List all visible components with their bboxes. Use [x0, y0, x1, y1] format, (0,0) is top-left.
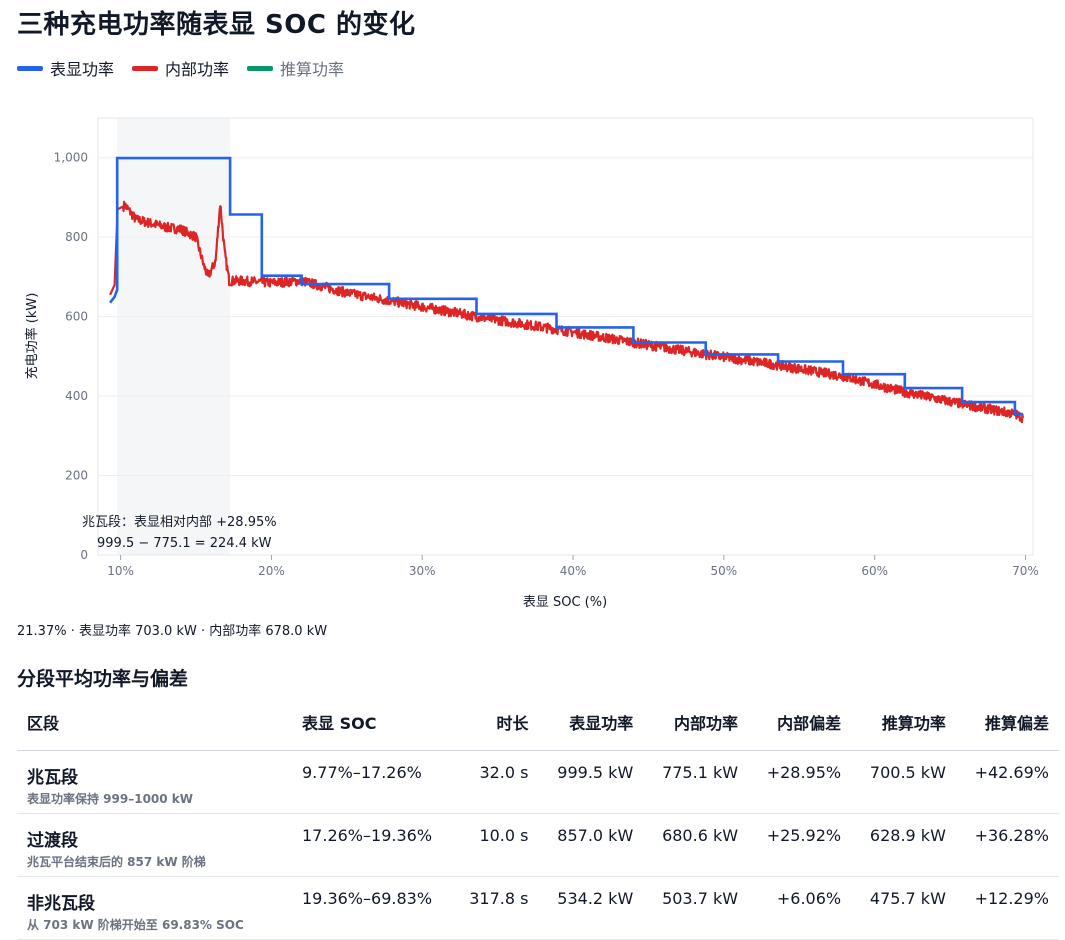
- y-tick-label: 200: [65, 469, 88, 483]
- duration-cell: 32.0 s: [452, 750, 539, 814]
- segment-desc: 从 703 kW 阶梯开始至 69.83% SOC: [27, 918, 244, 932]
- x-tick-label: 60%: [861, 564, 888, 578]
- table-row: 兆瓦段 表显功率保持 999–1000 kW 9.77%–17.26% 32.0…: [17, 750, 1059, 814]
- legend-swatch-internal: [132, 65, 159, 71]
- x-tick-label: 20%: [258, 564, 285, 578]
- soc-cell: 9.77%–17.26%: [292, 750, 452, 814]
- legend-item-estimated-power[interactable]: 推算功率: [247, 56, 344, 80]
- y-axis-label: 充电功率 (kW): [24, 293, 40, 380]
- internal-cell: 680.6 kW: [643, 813, 749, 877]
- displayed-cell: 534.2 kW: [538, 876, 644, 940]
- x-axis-label: 表显 SOC (%): [523, 595, 607, 610]
- internal-dev-cell: +25.92%: [748, 813, 852, 877]
- col-header-duration: 时长: [452, 700, 539, 751]
- estimated-dev-cell: +42.69%: [955, 750, 1059, 814]
- table-header-row: 区段 表显 SOC 时长 表显功率 内部功率 内部偏差 推算功率 推算偏差: [17, 700, 1059, 751]
- plot-frame: [97, 117, 1034, 556]
- x-axis: 10% 20% 30% 40% 50% 60% 70%: [107, 555, 1039, 578]
- annotation-line-2: 999.5 − 775.1 = 224.4 kW: [97, 536, 272, 551]
- segment-name: 非兆瓦段: [27, 894, 95, 914]
- segment-cell: 兆瓦段 表显功率保持 999–1000 kW: [17, 750, 292, 814]
- estimated-cell: 700.5 kW: [851, 750, 956, 814]
- displayed-cell: 999.5 kW: [538, 750, 644, 814]
- legend-item-internal-power[interactable]: 内部功率: [132, 56, 229, 80]
- internal-cell: 775.1 kW: [643, 750, 749, 814]
- hover-readout: 21.37% · 表显功率 703.0 kW · 内部功率 678.0 kW: [17, 624, 328, 639]
- chart-area[interactable]: 0 200 400 600 800 1,000 10% 20% 30% 40% 50% 60% 70%…: [0, 96, 1065, 616]
- table-row: 非兆瓦段 从 703 kW 阶梯开始至 69.83% SOC 19.36%–69…: [17, 876, 1059, 940]
- table-row: 过渡段 兆瓦平台结束后的 857 kW 阶梯 17.26%–19.36% 10.…: [17, 813, 1059, 877]
- annotation-line-1: 兆瓦段：表显相对内部 +28.95%: [82, 514, 277, 530]
- estimated-cell: 475.7 kW: [851, 876, 956, 940]
- series-line-displayed-power: [109, 156, 1023, 416]
- duration-cell: 10.0 s: [452, 813, 539, 877]
- col-header-internal-dev: 内部偏差: [748, 700, 852, 751]
- chart-title: 三种充电功率随表显 SOC 的变化: [17, 10, 416, 40]
- internal-dev-cell: +28.95%: [748, 750, 852, 814]
- soc-cell: 17.26%–19.36%: [292, 813, 452, 877]
- legend-label: 表显功率: [50, 60, 115, 79]
- segment-name: 过渡段: [27, 831, 78, 851]
- segment-table: 区段 表显 SOC 时长 表显功率 内部功率 内部偏差 推算功率 推算偏差 兆瓦…: [17, 700, 1059, 940]
- col-header-internal: 内部功率: [643, 700, 749, 751]
- x-tick-label: 50%: [711, 564, 738, 578]
- internal-dev-cell: +6.06%: [748, 876, 852, 940]
- col-header-segment: 区段: [17, 700, 292, 751]
- segment-cell: 非兆瓦段 从 703 kW 阶梯开始至 69.83% SOC: [17, 876, 292, 940]
- segment-name: 兆瓦段: [27, 768, 78, 788]
- internal-cell: 503.7 kW: [643, 876, 749, 940]
- col-header-estimated: 推算功率: [851, 700, 956, 751]
- legend: 表显功率 内部功率 推算功率: [17, 56, 344, 80]
- x-tick-label: 10%: [107, 564, 134, 578]
- col-header-displayed: 表显功率: [538, 700, 644, 751]
- segment-desc: 兆瓦平台结束后的 857 kW 阶梯: [27, 855, 206, 869]
- section-title: 分段平均功率与偏差: [17, 668, 189, 690]
- y-tick-label: 0: [80, 548, 88, 562]
- soc-cell: 19.36%–69.83%: [292, 876, 452, 940]
- estimated-cell: 628.9 kW: [851, 813, 956, 877]
- col-header-soc: 表显 SOC: [292, 700, 452, 751]
- x-tick-label: 70%: [1012, 564, 1039, 578]
- estimated-dev-cell: +36.28%: [955, 813, 1059, 877]
- legend-swatch-estimated: [247, 65, 274, 71]
- segment-desc: 表显功率保持 999–1000 kW: [27, 792, 194, 806]
- y-tick-label: 600: [65, 310, 88, 324]
- grid: [98, 157, 1033, 556]
- y-tick-label: 1,000: [54, 151, 88, 165]
- x-tick-label: 30%: [409, 564, 436, 578]
- estimated-dev-cell: +12.29%: [955, 876, 1059, 940]
- legend-swatch-displayed: [17, 65, 43, 71]
- segment-cell: 过渡段 兆瓦平台结束后的 857 kW 阶梯: [17, 813, 292, 877]
- col-header-estimated-dev: 推算偏差: [955, 700, 1059, 751]
- megawatt-highlight-band: [117, 118, 231, 555]
- legend-label: 推算功率: [280, 60, 345, 79]
- legend-label: 内部功率: [165, 60, 230, 79]
- series-line-internal-power: [109, 200, 1024, 424]
- duration-cell: 317.8 s: [452, 876, 539, 940]
- displayed-cell: 857.0 kW: [538, 813, 644, 877]
- legend-item-displayed-power[interactable]: 表显功率: [17, 56, 114, 80]
- y-tick-label: 400: [65, 389, 88, 403]
- y-tick-label: 800: [65, 230, 88, 244]
- y-axis: 0 200 400 600 800 1,000: [54, 151, 88, 562]
- x-tick-label: 40%: [560, 564, 587, 578]
